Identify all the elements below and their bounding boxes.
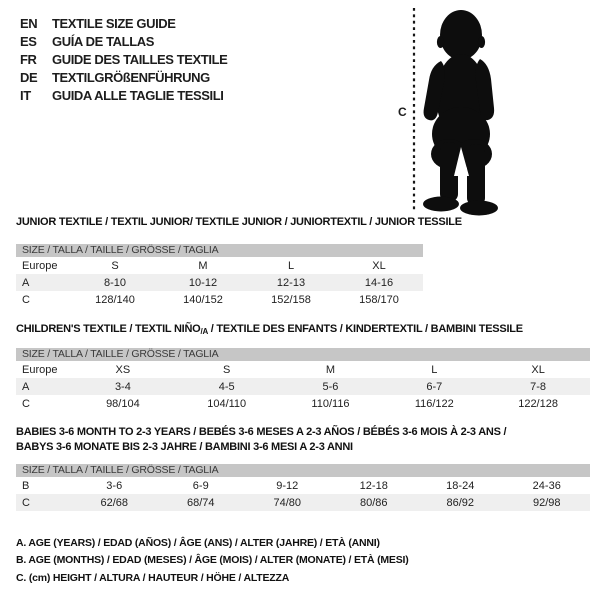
table-cell: 8-10 <box>103 276 127 289</box>
title-line: BABYS 3-6 MONATE BIS 2-3 JAHRE / BAMBINI… <box>16 441 353 453</box>
table-cell: 14-16 <box>364 276 394 289</box>
table-cell: 128/140 <box>95 293 135 306</box>
table-cell: 18-24 <box>446 479 475 492</box>
junior-textile-title: JUNIOR TEXTILE / TEXTIL JUNIOR/ TEXTILE … <box>16 216 462 228</box>
table-row: A 8-10 10-12 12-13 14-16 <box>16 274 423 291</box>
table-cell: 4-5 <box>218 380 235 393</box>
table-cell: M <box>198 259 208 272</box>
table-cell: 152/158 <box>271 293 311 306</box>
table-row: C 98/104 104/110 110/116 116/122 122/128 <box>16 395 590 412</box>
junior-textile-table: SIZE / TALLA / TAILLE / GRÖSSE / TAGLIA … <box>16 244 423 308</box>
title-text-part: CHILDREN'S TEXTILE / TEXTIL NIÑO <box>16 323 201 335</box>
row-label: A <box>22 276 30 289</box>
table-cell: M <box>325 363 336 376</box>
table-cell: L <box>431 363 438 376</box>
table-cell: 12-13 <box>276 276 306 289</box>
row-label: A <box>22 380 30 393</box>
table-row: Europe XS S M L XL <box>16 361 590 378</box>
table-row: A 3-4 4-5 5-6 6-7 7-8 <box>16 378 590 395</box>
title-line: BABIES 3-6 MONTH TO 2-3 YEARS / BEBÉS 3-… <box>16 426 507 438</box>
table-cell: 80/86 <box>359 496 388 509</box>
table-cell: S <box>223 363 231 376</box>
table-cell: 86/92 <box>446 496 475 509</box>
table-cell: 122/128 <box>518 397 558 410</box>
table-cell: 158/170 <box>359 293 399 306</box>
table-cell: 6-9 <box>192 479 209 492</box>
table-cell: 7-8 <box>530 380 547 393</box>
table-cell: L <box>287 259 295 272</box>
language-row: FR GUIDE DES TAILLES TEXTILE <box>20 51 228 69</box>
table-cell: 12-18 <box>359 479 388 492</box>
table-cell: XS <box>115 363 131 376</box>
title-text-part: / TEXTILE DES ENFANTS / KINDERTEXTIL / B… <box>207 323 523 335</box>
language-row: DE TEXTILGRÖßENFÜHRUNG <box>20 69 227 87</box>
table-body: Europe XS S M L XL A 3-4 4-5 5-6 6-7 7-8 C 98/104 104/… <box>16 361 590 412</box>
legend-line-b: B. AGE (MONTHS) / EDAD (MESES) / ÂGE (MO… <box>16 554 409 567</box>
row-label: B <box>22 479 30 492</box>
table-row: B 3-6 6-9 9-12 12-18 18-24 24-36 <box>16 477 590 494</box>
language-label: GUIDE DES TAILLES TEXTILE <box>52 52 228 67</box>
table-cell: 6-7 <box>426 380 443 393</box>
baby-silhouette-figure: C <box>394 4 510 216</box>
language-code: ES <box>20 34 37 49</box>
language-code: EN <box>20 16 38 31</box>
language-code: FR <box>20 52 37 67</box>
language-label: GUIDA ALLE TAGLIE TESSILI <box>52 88 224 103</box>
language-row: EN TEXTILE SIZE GUIDE <box>20 15 227 33</box>
legend-line-a: A. AGE (YEARS) / EDAD (AÑOS) / ÂGE (ANS)… <box>16 537 380 549</box>
height-marker-label: C <box>398 105 407 119</box>
language-label: TEXTILGRÖßENFÜHRUNG <box>52 70 210 85</box>
row-label: Europe <box>22 259 58 272</box>
language-label: GUÍA DE TALLAS <box>52 34 155 49</box>
babies-textile-table: SIZE / TALLA / TAILLE / GRÖSSE / TAGLIA … <box>16 464 590 511</box>
table-cell: 5-6 <box>322 380 339 393</box>
table-cell: 3-4 <box>114 380 131 393</box>
language-row: IT GUIDA ALLE TAGLIE TESSILI <box>20 87 227 105</box>
language-row: ES GUÍA DE TALLAS <box>20 33 227 51</box>
table-cell: 3-6 <box>106 479 123 492</box>
table-cell: 92/98 <box>532 496 561 509</box>
table-cell: XL <box>531 363 545 376</box>
table-body: B 3-6 6-9 9-12 12-18 18-24 24-36 C 62/68 68/74 74/… <box>16 477 590 511</box>
language-code: IT <box>20 88 31 103</box>
table-cell: 110/116 <box>311 397 350 410</box>
baby-silhouette-shape <box>423 10 498 216</box>
table-cell: 62/68 <box>100 496 129 509</box>
table-cell: S <box>111 259 119 272</box>
table-size-header: SIZE / TALLA / TAILLE / GRÖSSE / TAGLIA <box>16 464 590 477</box>
table-cell: 104/110 <box>207 397 247 410</box>
babies-textile-title: BABIES 3-6 MONTH TO 2-3 YEARS / BEBÉS 3-… <box>16 425 507 455</box>
table-row: C 128/140 140/152 152/158 158/170 <box>16 291 423 308</box>
table-cell: 140/152 <box>183 293 223 306</box>
childrens-textile-table: SIZE / TALLA / TAILLE / GRÖSSE / TAGLIA … <box>16 348 590 412</box>
row-label: Europe <box>22 363 58 376</box>
table-row: C 62/68 68/74 74/80 80/86 86/92 92/98 <box>16 494 590 511</box>
row-label: C <box>22 496 30 509</box>
title-subscript-part: /A <box>200 327 208 336</box>
baby-silhouette-svg <box>412 8 498 216</box>
table-size-header: SIZE / TALLA / TAILLE / GRÖSSE / TAGLIA <box>16 348 590 361</box>
language-code: DE <box>20 70 38 85</box>
table-cell: 116/122 <box>414 397 454 410</box>
table-cell: 24-36 <box>532 479 561 492</box>
childrens-textile-title: CHILDREN'S TEXTILE / TEXTIL NIÑO/A / TEX… <box>16 323 523 338</box>
table-cell: 98/104 <box>106 397 140 410</box>
table-cell: 9-12 <box>276 479 299 492</box>
legend-line-c: C. (cm) HEIGHT / ALTURA / HAUTEUR / HÖHE… <box>16 571 290 584</box>
table-cell: 74/80 <box>273 496 302 509</box>
table-row: Europe S M L XL <box>16 257 423 274</box>
measurement-legend: A. AGE (YEARS) / EDAD (AÑOS) / ÂGE (ANS)… <box>16 535 409 587</box>
table-cell: XL <box>372 259 386 272</box>
table-size-header: SIZE / TALLA / TAILLE / GRÖSSE / TAGLIA <box>16 244 423 257</box>
language-label: TEXTILE SIZE GUIDE <box>52 16 176 31</box>
table-cell: 10-12 <box>188 276 218 289</box>
row-label: C <box>22 397 30 410</box>
language-list: EN TEXTILE SIZE GUIDE ES GUÍA DE TALLAS … <box>20 15 228 105</box>
table-cell: 68/74 <box>186 496 215 509</box>
table-body: Europe S M L XL A 8-10 10-12 12-13 14-16 C 128/140 1… <box>16 257 423 308</box>
row-label: C <box>22 293 30 306</box>
